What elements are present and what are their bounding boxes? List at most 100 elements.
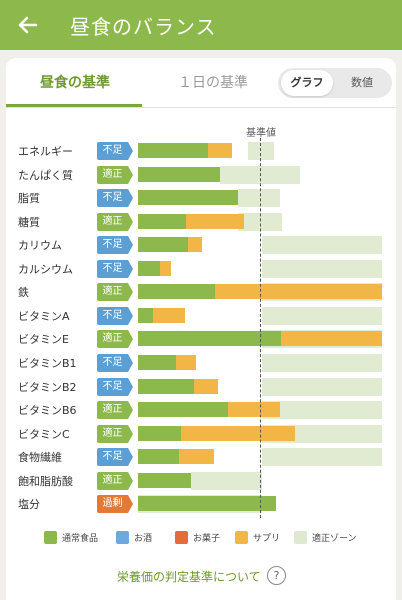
question-circle-icon: ? — [267, 566, 286, 585]
status-badge: 過剰 — [97, 495, 133, 514]
status-badge: 不足 — [97, 259, 133, 278]
nutrient-name: たんぱく質 — [18, 168, 73, 182]
nutrient-row: ビタミンE 適正 — [6, 330, 396, 349]
legend-label: お菓子 — [193, 534, 221, 544]
target-zone — [262, 401, 382, 420]
nutrient-row: たんぱく質 適正 — [6, 165, 396, 184]
status-badge-label: 適正 — [97, 283, 128, 302]
regular-food-bar — [138, 284, 215, 300]
badge-arrow — [128, 495, 133, 514]
app-header: 昼食のバランス — [0, 0, 402, 50]
regular-food-bar — [138, 472, 191, 488]
legend-label: お酒 — [134, 534, 153, 544]
supplement-bar — [208, 143, 232, 158]
status-badge-label: 不足 — [97, 259, 128, 278]
target-zone — [248, 142, 274, 160]
supplement-bar — [194, 378, 218, 394]
supplement-bar — [188, 237, 202, 253]
regular-food-bar — [138, 166, 220, 182]
regular-food-bar — [138, 496, 276, 512]
nutrient-row: ビタミンB1 不足 — [6, 353, 396, 372]
nutrient-name: 塩分 — [18, 498, 40, 512]
status-badge-label: 適正 — [97, 330, 128, 349]
graph-view-button[interactable]: グラフ — [281, 70, 333, 96]
nutrient-name: カルシウム — [18, 262, 73, 276]
regular-food-bar — [138, 307, 153, 323]
badge-arrow — [128, 330, 133, 349]
target-zone — [262, 448, 382, 467]
regular-food-bar — [138, 378, 194, 394]
target-zone — [262, 377, 382, 396]
target-zone — [262, 353, 382, 372]
regular-food-bar — [138, 425, 181, 441]
status-badge: 不足 — [97, 236, 133, 255]
status-badge-label: 適正 — [97, 471, 128, 490]
badge-arrow — [128, 306, 133, 325]
reference-label: 基準値 — [246, 128, 276, 139]
regular-food-bar — [138, 354, 176, 370]
nutrient-chart: 基準値 エネルギー 不足 たんぱく質 適正 脂質 不足 糖質 適正 カリウム 不足 カルシウム 不足鉄… — [6, 58, 396, 600]
status-badge-label: 不足 — [97, 353, 128, 372]
status-badge-label: 適正 — [97, 212, 128, 231]
back-button[interactable] — [14, 12, 42, 38]
status-badge: 不足 — [97, 189, 133, 208]
status-badge: 適正 — [97, 330, 133, 349]
nutrient-row: ビタミンA 不足 — [6, 306, 396, 325]
nutrient-row: ビタミンC 適正 — [6, 424, 396, 443]
regular-food-bar — [138, 213, 186, 229]
badge-arrow — [128, 189, 133, 208]
tab-bar: 昼食の基準 １日の基準 グラフ 数値 — [6, 58, 396, 108]
target-zone — [262, 236, 382, 255]
status-badge-label: 過剰 — [97, 495, 128, 514]
target-zone — [262, 306, 382, 325]
nutrient-name: 鉄 — [18, 286, 29, 300]
badge-arrow — [128, 471, 133, 490]
target-zone — [262, 259, 382, 278]
balance-card: 昼食の基準 １日の基準 グラフ 数値 基準値 エネルギー 不足 たんぱく質 適正 脂質不… — [6, 58, 396, 600]
badge-arrow — [128, 424, 133, 443]
supplement-bar — [181, 425, 295, 441]
nutrient-name: ビタミンA — [18, 309, 70, 323]
nutrient-row: 脂質 不足 — [6, 189, 396, 208]
legend-swatch — [294, 531, 307, 544]
nutrient-name: ビタミンB6 — [18, 404, 77, 418]
page-title: 昼食のバランス — [70, 15, 217, 39]
badge-arrow — [128, 448, 133, 467]
status-badge: 不足 — [97, 306, 133, 325]
legend-swatch — [44, 531, 57, 544]
badge-arrow — [128, 236, 133, 255]
nutrient-name: ビタミンE — [18, 333, 69, 347]
target-zone — [191, 471, 262, 490]
badge-arrow — [128, 259, 133, 278]
nutrient-name: カリウム — [18, 239, 62, 253]
nutrient-name: 飽和脂肪酸 — [18, 474, 73, 488]
supplement-bar — [160, 260, 171, 276]
badge-arrow — [128, 212, 133, 231]
supplement-bar — [153, 307, 185, 323]
regular-food-bar — [138, 143, 208, 158]
tab-daily-standard[interactable]: １日の基準 — [178, 75, 248, 91]
legend-label: 通常食品 — [62, 534, 99, 544]
nutrient-name: ビタミンB2 — [18, 380, 77, 394]
status-badge-label: 不足 — [97, 377, 128, 396]
legend-swatch — [116, 531, 129, 544]
tab-lunch-standard[interactable]: 昼食の基準 — [40, 75, 110, 91]
status-badge: 適正 — [97, 165, 133, 184]
status-badge: 不足 — [97, 377, 133, 396]
nutrient-name: ビタミンC — [18, 427, 70, 441]
nutrient-row: 鉄 適正 — [6, 283, 396, 302]
supplement-bar — [215, 284, 382, 300]
legend-swatch — [235, 531, 248, 544]
nutrient-row: 糖質 適正 — [6, 212, 396, 231]
nutrient-row: カリウム 不足 — [6, 236, 396, 255]
status-badge-label: 不足 — [97, 306, 128, 325]
regular-food-bar — [138, 449, 179, 465]
status-badge: 適正 — [97, 471, 133, 490]
nutrient-name: 脂質 — [18, 192, 40, 206]
regular-food-bar — [138, 331, 281, 347]
supplement-bar — [179, 449, 214, 465]
active-tab-indicator — [6, 104, 142, 107]
supplement-bar — [186, 213, 244, 229]
supplement-bar — [228, 402, 280, 418]
value-view-button[interactable]: 数値 — [351, 76, 373, 89]
